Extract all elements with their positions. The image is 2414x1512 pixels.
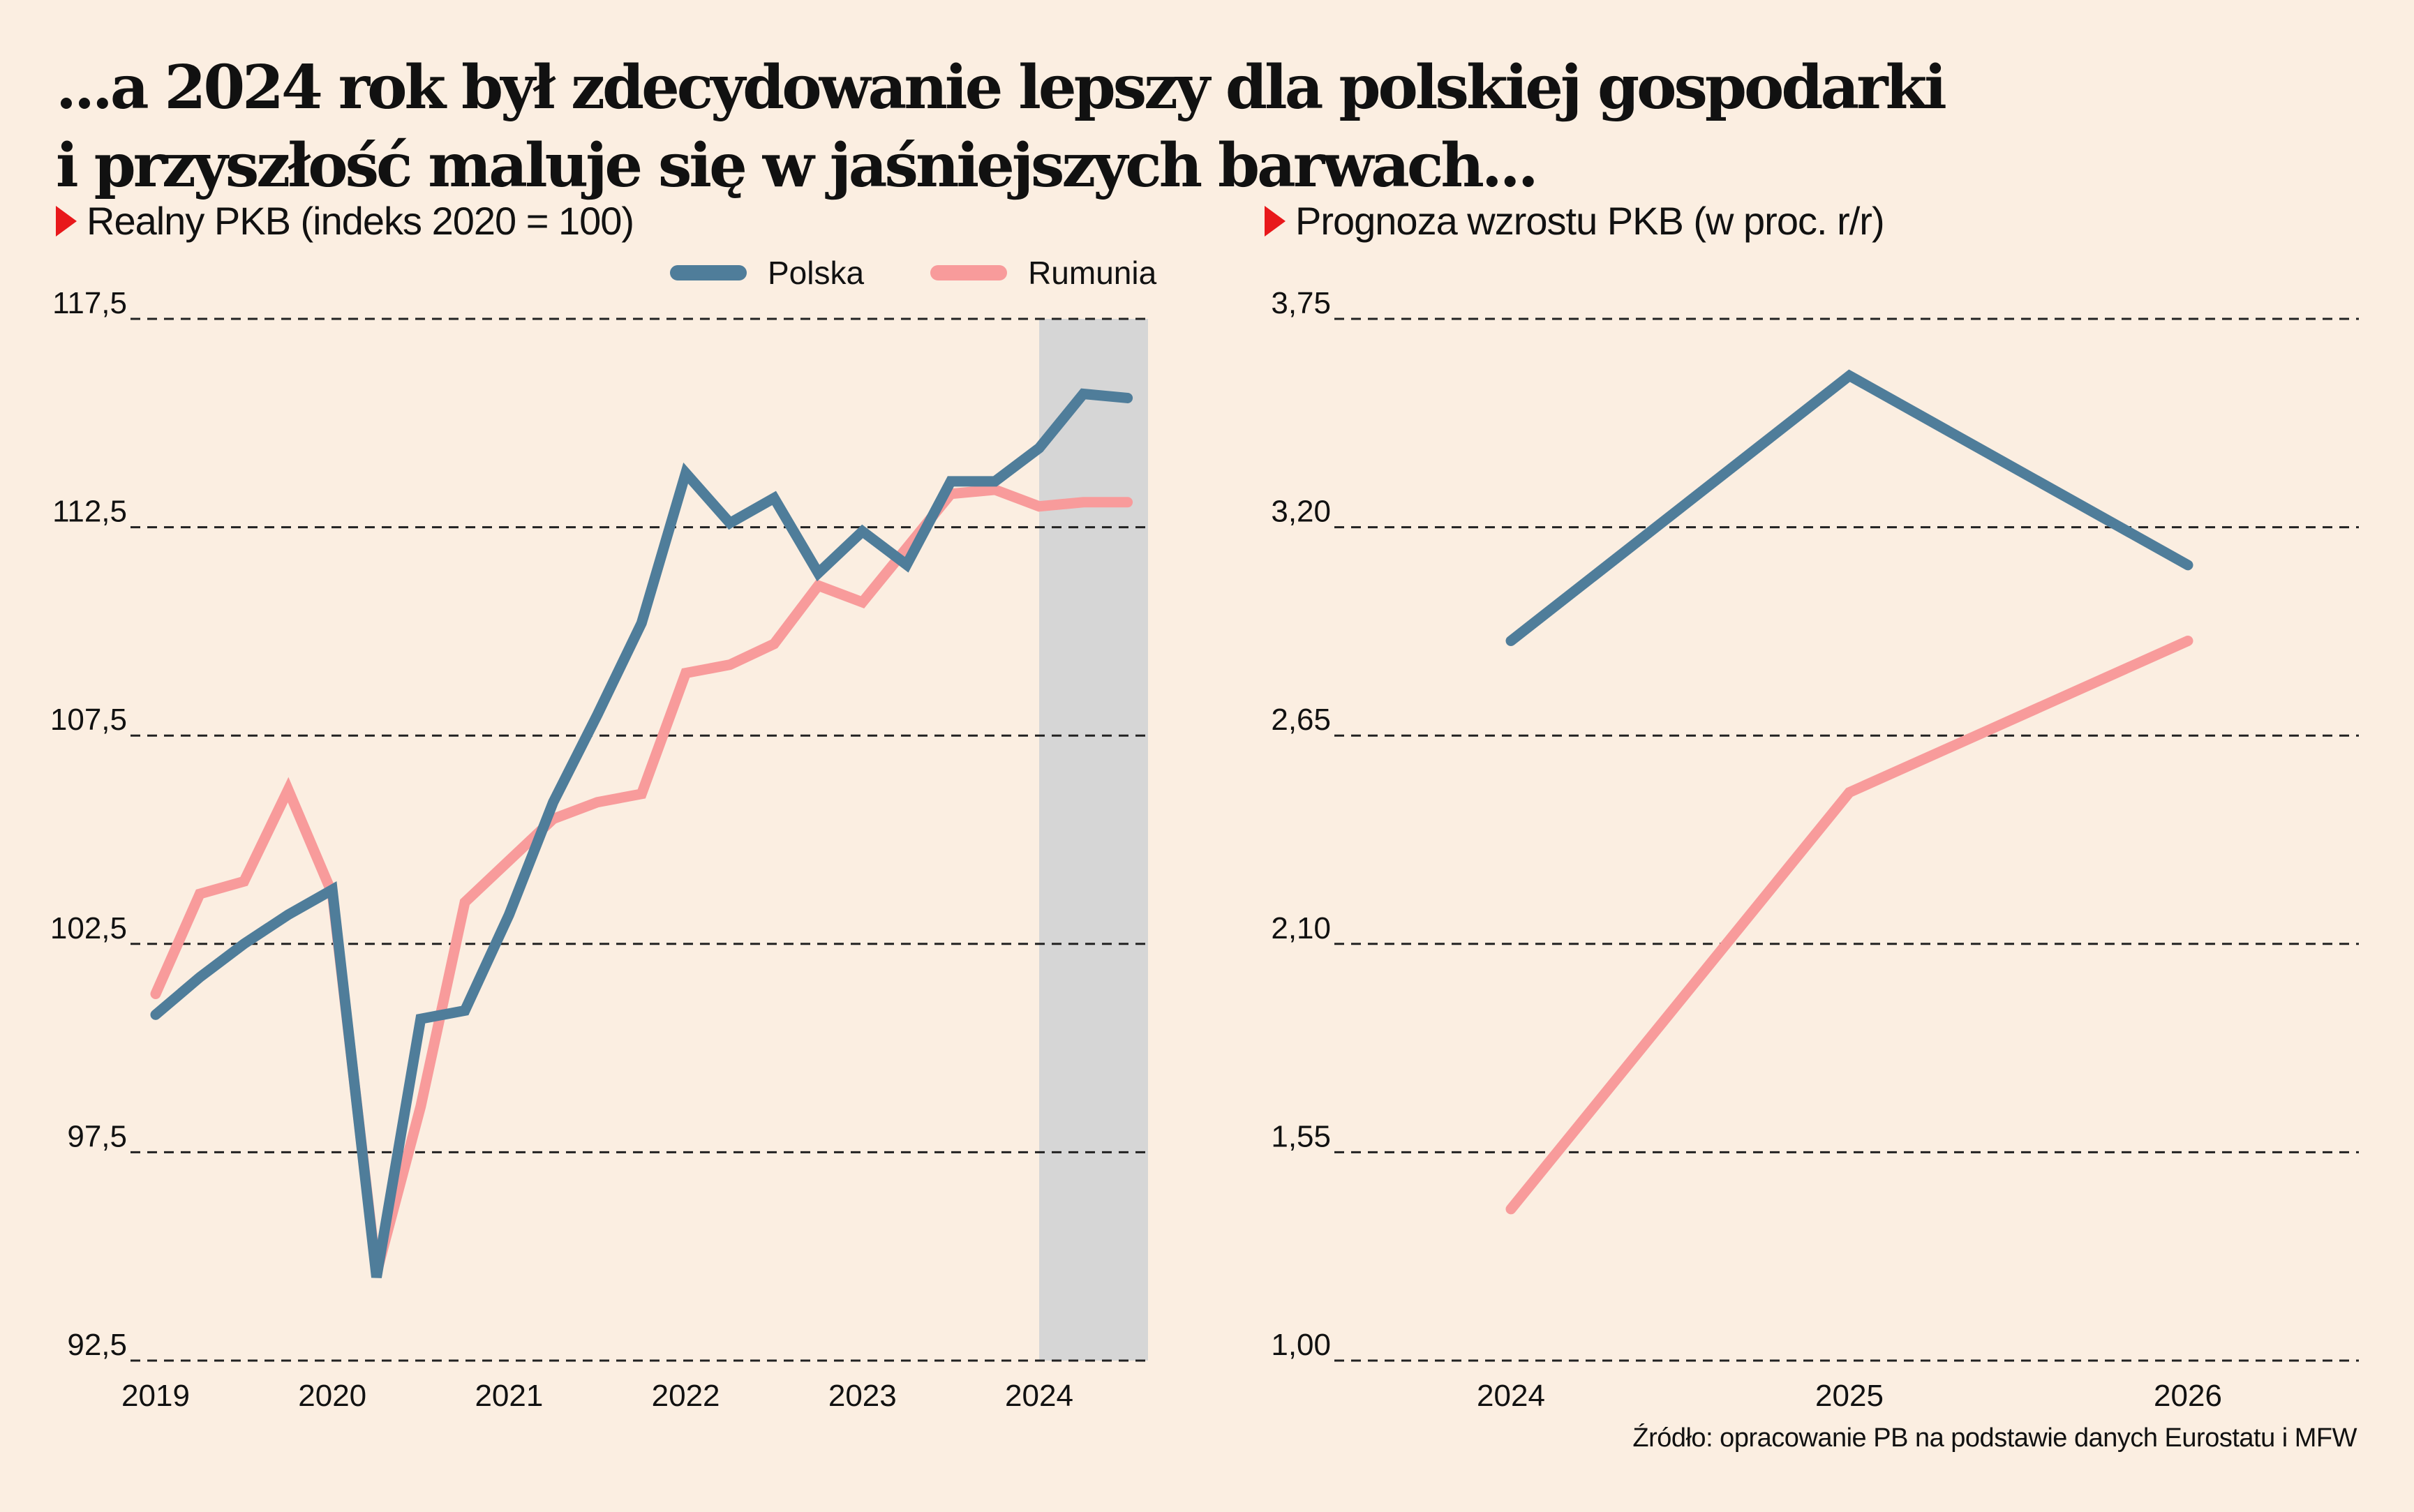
- headline-line-2: i przyszłość maluje się w jaśniejszych b…: [56, 130, 1539, 201]
- left-chart-title: Realny PKB (indeks 2020 = 100): [56, 197, 634, 246]
- right-chart-title-text: Prognoza wzrostu PKB (w proc. r/r): [1295, 199, 1885, 243]
- series-line-polska: [150, 388, 1133, 1278]
- y-tick-label: 1,55: [1271, 1119, 1331, 1153]
- y-tick-label: 97,5: [67, 1119, 127, 1153]
- headline-line-1: ...a 2024 rok był zdecydowanie lepszy dl…: [56, 52, 1947, 123]
- x-tick-label: 2024: [1005, 1379, 1073, 1413]
- y-tick-label: 102,5: [50, 911, 127, 945]
- y-tick-label: 3,20: [1271, 495, 1331, 529]
- legend-item-rumunia: Rumunia: [930, 254, 1156, 292]
- series-line-rumunia: [150, 484, 1133, 1275]
- legend-swatch-polska: [670, 265, 747, 280]
- y-tick-label: 117,5: [52, 286, 127, 320]
- x-tick-label: 2023: [828, 1379, 897, 1413]
- x-tick-label: 2019: [121, 1379, 190, 1413]
- x-tick-label: 2026: [2154, 1379, 2222, 1413]
- x-tick-label: 2025: [1815, 1379, 1884, 1413]
- legend-label-polska: Polska: [768, 255, 865, 291]
- legend: Polska Rumunia: [670, 254, 1223, 292]
- y-tick-label: 112,5: [52, 495, 127, 529]
- legend-label-rumunia: Rumunia: [1028, 255, 1157, 291]
- y-tick-label: 1,00: [1271, 1328, 1331, 1362]
- x-tick-label: 2020: [298, 1379, 366, 1413]
- headline: ...a 2024 rok był zdecydowanie lepszy dl…: [56, 49, 1947, 205]
- x-tick-label: 2022: [652, 1379, 720, 1413]
- highlight-2024-band: [1039, 319, 1148, 1361]
- right-chart-title: Prognoza wzrostu PKB (w proc. r/r): [1265, 197, 1885, 246]
- series-line-polska: [1505, 369, 2193, 646]
- y-tick-label: 107,5: [50, 703, 127, 737]
- y-tick-label: 2,65: [1271, 703, 1331, 737]
- triangle-marker-icon: [1265, 206, 1286, 237]
- y-tick-label: 92,5: [67, 1328, 127, 1362]
- legend-item-polska: Polska: [670, 254, 864, 292]
- series-line-rumunia: [1505, 635, 2193, 1215]
- legend-swatch-rumunia: [930, 265, 1008, 280]
- x-tick-label: 2021: [475, 1379, 543, 1413]
- y-tick-label: 2,10: [1271, 911, 1331, 945]
- x-tick-label: 2024: [1477, 1379, 1545, 1413]
- y-tick-label: 3,75: [1271, 286, 1331, 320]
- left-chart-title-text: Realny PKB (indeks 2020 = 100): [87, 199, 634, 243]
- triangle-marker-icon: [56, 206, 77, 237]
- source-note: Źródło: opracowanie PB na podstawie dany…: [1632, 1423, 2357, 1453]
